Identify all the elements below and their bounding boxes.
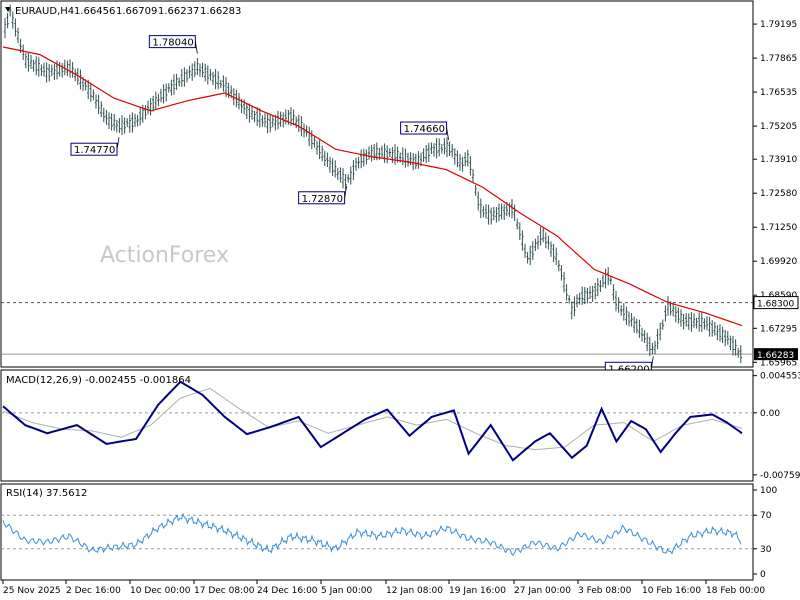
dropdown-arrow-icon[interactable] [5, 7, 11, 12]
time-tick-label: 12 Jan 08:00 [386, 586, 443, 596]
rsi-y-tick-label: 100 [760, 486, 777, 496]
macd-y-tick-label: 0.004553 [760, 372, 800, 382]
symbol-label: EURAUD,H4 [15, 6, 74, 17]
price-header: EURAUD,H4 1.66456 1.66709 1.66237 1.6628… [5, 6, 241, 17]
price-annotation-label: 1.74770 [74, 145, 115, 156]
rsi-label: RSI(14) 37.5612 [6, 488, 87, 499]
last-price-box [754, 348, 798, 361]
low-value: 1.66237 [158, 6, 199, 17]
price-panel-frame [0, 0, 754, 368]
macd-y-tick-label: -0.007593 [760, 471, 800, 481]
time-tick-label: 24 Dec 16:00 [257, 586, 318, 596]
time-tick-label: 19 Jan 16:00 [449, 586, 506, 596]
price-plot [2, 4, 743, 364]
time-tick-label: 2 Dec 16:00 [66, 586, 121, 596]
price-annotation-leader [650, 356, 654, 369]
price-y-tick-label: 1.72580 [760, 189, 797, 199]
last-price-label: 1.66283 [757, 351, 794, 361]
price-annotation-box [400, 121, 448, 135]
price-annotation-leader [116, 137, 120, 150]
price-y-tick-label: 1.76535 [760, 88, 797, 98]
rsi-y-tick-label: 30 [760, 545, 772, 555]
rsi-y-tick-label: 0 [760, 570, 766, 580]
moving-average-line [2, 46, 743, 327]
price-annotation-label: 1.74660 [404, 124, 445, 135]
macd-line [2, 380, 743, 462]
macd-y-tick-label: 0.00 [760, 409, 780, 419]
macd-signal-line [2, 387, 743, 451]
price-y-tick-label: 1.77865 [760, 54, 797, 64]
price-y-tick-label: 1.69920 [760, 257, 797, 267]
price-annotation-label: 1.78040 [152, 38, 193, 49]
price-y-tick-label: 1.71250 [760, 223, 797, 233]
price-y-tick-label: 1.75205 [760, 122, 797, 132]
close-value: 1.66283 [200, 6, 241, 17]
time-tick-label: 27 Jan 00:00 [514, 586, 571, 596]
high-value: 1.66709 [116, 6, 157, 17]
price-y-tick-label: 1.73910 [760, 155, 797, 165]
time-axis: 25 Nov 2025 2 Dec 16:00 10 Dec 00:00 17 Dec… [2, 580, 765, 596]
time-tick-label: 5 Jan 00:00 [321, 586, 373, 596]
time-tick-label: 25 Nov 2025 [3, 586, 61, 596]
rsi-line [2, 512, 742, 556]
macd-plot [1, 380, 753, 462]
rsi-y-axis: 100 70 30 0 [753, 486, 777, 580]
price-annotation-leader [446, 127, 450, 141]
time-tick-label: 10 Dec 00:00 [130, 586, 191, 596]
time-tick-label: 3 Feb 08:00 [578, 586, 632, 596]
level-tag-label: 1.68300 [757, 300, 794, 310]
price-annotation-leader [194, 41, 198, 54]
macd-y-axis: 0.004553 0.00 -0.007593 [753, 372, 800, 481]
rsi-panel: RSI(14) 37.5612 100 70 30 0 [0, 483, 777, 581]
price-y-tick-label: 1.79195 [760, 20, 797, 30]
time-tick-label: 18 Feb 00:00 [706, 586, 765, 596]
time-tick-label: 17 Dec 08:00 [194, 586, 255, 596]
open-value: 1.66456 [74, 6, 115, 17]
last-price-tag: 1.66283 [754, 348, 798, 361]
price-panel: ActionForex EURAUD,H4 1.66456 1.66709 1.… [0, 0, 799, 375]
time-tick-label: 10 Feb 16:00 [642, 586, 701, 596]
price-y-axis: 1.79195 1.77865 1.76535 1.75205 1.73910 1.725… [753, 20, 797, 368]
rsi-panel-frame [0, 483, 754, 581]
macd-label: MACD(12,26,9) -0.002455 -0.001864 [6, 375, 191, 386]
level-tag-box [753, 296, 799, 310]
rsi-y-tick-label: 70 [760, 511, 772, 521]
rsi-plot [1, 512, 753, 556]
price-annotation-leader [344, 185, 348, 198]
watermark: ActionForex [100, 243, 229, 268]
macd-panel: MACD(12,26,9) -0.002455 -0.001864 0.0045… [0, 369, 800, 482]
price-y-tick-label: 1.67295 [760, 324, 797, 334]
level-tag: 1.68300 [753, 296, 799, 310]
price-annotation-label: 1.72870 [302, 194, 343, 205]
price-y-tick-label: 1.65965 [760, 358, 797, 368]
